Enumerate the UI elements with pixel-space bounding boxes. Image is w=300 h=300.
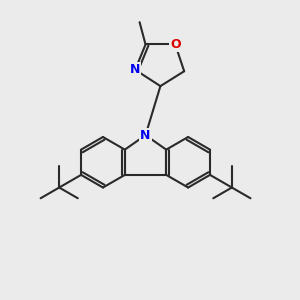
Text: O: O [170, 38, 181, 51]
Text: N: N [140, 129, 151, 142]
Text: N: N [130, 63, 140, 76]
